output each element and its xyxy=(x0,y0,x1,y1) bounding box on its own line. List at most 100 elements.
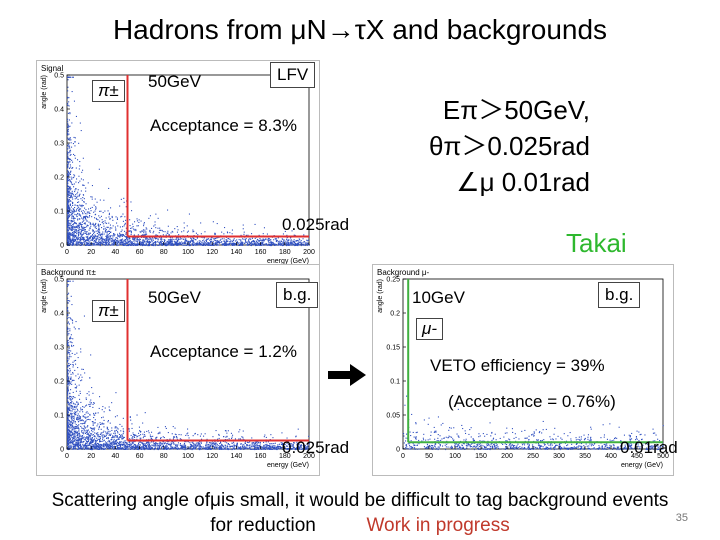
data-point xyxy=(197,443,199,445)
data-point xyxy=(110,442,112,444)
data-point xyxy=(86,411,88,413)
data-point xyxy=(79,438,81,440)
data-point xyxy=(69,337,71,339)
data-point xyxy=(86,393,88,395)
data-point xyxy=(72,229,74,231)
data-point xyxy=(83,448,85,450)
data-point xyxy=(69,317,71,319)
data-point xyxy=(149,436,151,438)
data-point xyxy=(224,244,226,246)
data-point xyxy=(85,209,87,211)
data-point xyxy=(253,443,255,445)
data-point xyxy=(168,244,170,246)
data-point xyxy=(73,379,75,381)
data-point xyxy=(133,228,135,230)
data-point xyxy=(124,244,126,246)
data-point xyxy=(244,447,246,449)
data-point xyxy=(115,240,117,242)
data-point xyxy=(71,406,73,408)
data-point xyxy=(263,240,265,242)
data-point xyxy=(287,240,289,242)
data-point xyxy=(300,448,302,450)
data-point xyxy=(68,347,70,349)
data-point xyxy=(174,243,176,245)
data-point xyxy=(68,408,70,410)
data-point xyxy=(73,174,75,176)
data-point xyxy=(207,243,209,245)
data-point xyxy=(74,434,76,436)
data-point xyxy=(101,434,103,436)
data-point xyxy=(178,448,180,450)
data-point xyxy=(92,234,94,236)
data-point xyxy=(111,244,113,246)
data-point xyxy=(229,241,231,243)
data-point xyxy=(138,448,140,450)
data-point xyxy=(120,446,122,448)
data-point xyxy=(67,237,69,239)
data-point xyxy=(67,293,69,295)
data-point xyxy=(282,241,284,243)
data-point xyxy=(104,407,106,409)
data-point xyxy=(102,447,104,449)
data-point xyxy=(86,244,88,246)
data-point xyxy=(119,444,121,446)
data-point xyxy=(163,448,165,450)
data-point xyxy=(79,208,81,210)
data-point xyxy=(224,227,226,229)
data-point xyxy=(190,237,192,239)
data-point xyxy=(107,420,109,422)
data-point xyxy=(236,242,238,244)
data-point xyxy=(67,189,69,191)
data-point xyxy=(257,239,259,241)
data-point xyxy=(67,443,69,445)
data-point xyxy=(103,241,105,243)
data-point xyxy=(278,244,280,246)
data-point xyxy=(159,242,161,244)
data-point xyxy=(69,145,71,147)
plot-title: Background π± xyxy=(41,268,96,277)
data-point xyxy=(215,445,217,447)
data-point xyxy=(130,434,132,436)
data-point xyxy=(78,242,80,244)
data-point xyxy=(263,447,265,449)
data-point xyxy=(75,432,77,434)
data-point xyxy=(73,345,75,347)
data-point xyxy=(97,432,99,434)
data-point xyxy=(225,243,227,245)
data-point xyxy=(144,443,146,445)
data-point xyxy=(71,167,73,169)
data-point xyxy=(68,349,70,351)
data-point xyxy=(263,444,265,446)
data-point xyxy=(167,448,169,450)
data-point xyxy=(296,444,298,446)
data-point xyxy=(85,190,87,192)
data-point xyxy=(144,234,146,236)
data-point xyxy=(282,242,284,244)
data-point xyxy=(83,438,85,440)
data-point xyxy=(120,441,122,443)
data-point xyxy=(306,240,308,242)
data-point xyxy=(67,156,69,158)
data-point xyxy=(72,224,74,226)
data-point xyxy=(94,227,96,229)
data-point xyxy=(67,424,69,426)
data-point xyxy=(69,423,71,425)
x-tick-label: 200 xyxy=(303,249,315,256)
data-point xyxy=(68,300,70,302)
data-point xyxy=(139,437,141,439)
data-point xyxy=(205,448,207,450)
data-point xyxy=(68,426,70,428)
data-point xyxy=(69,242,71,244)
data-point xyxy=(184,441,186,443)
data-point xyxy=(73,136,75,138)
data-point xyxy=(70,440,72,442)
data-point xyxy=(103,240,105,242)
data-point xyxy=(108,212,110,214)
data-point xyxy=(73,217,75,219)
data-point xyxy=(141,441,143,443)
data-point xyxy=(129,441,131,443)
data-point xyxy=(99,438,101,440)
data-point xyxy=(69,438,71,440)
data-point xyxy=(281,442,283,444)
data-point xyxy=(67,411,69,413)
